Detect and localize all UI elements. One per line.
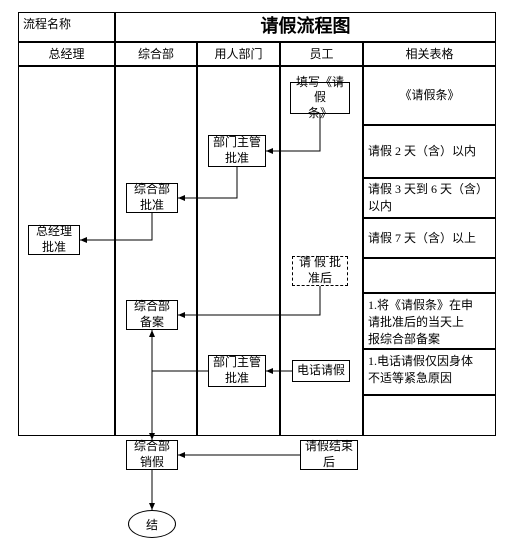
forms-row-7-text: 1.电话请假仅因身体 不适等紧急原因 bbox=[368, 354, 473, 385]
forms-row-1: 《请假条》 bbox=[363, 66, 496, 125]
node-end-text: 结 bbox=[146, 516, 158, 533]
forms-row-6-text: 1.将《请假条》在申 请批准后的当天上 报综合部备案 bbox=[368, 298, 473, 346]
lane-header-gendept: 综合部 bbox=[115, 42, 197, 66]
node-phone-leave-text: 电话请假 bbox=[297, 363, 345, 379]
forms-row-5 bbox=[363, 258, 496, 293]
node-gendept-approve-text: 综合部 批准 bbox=[134, 182, 170, 213]
node-gm-approve: 总经理 批准 bbox=[28, 225, 80, 255]
flowchart-container: 流程名称 请假流程图 总经理 综合部 用人部门 员工 相关表格 《请假条》 请假… bbox=[0, 0, 509, 546]
lane-header-employee-text: 员工 bbox=[309, 46, 333, 63]
node-dept-head-approve-text: 部门主管 批准 bbox=[213, 135, 261, 166]
lane-header-userdept-text: 用人部门 bbox=[214, 46, 262, 63]
lane-header-employee: 员工 bbox=[280, 42, 363, 66]
forms-row-4-text: 请假 7 天（含）以上 bbox=[368, 230, 476, 247]
lane-header-forms-text: 相关表格 bbox=[405, 46, 453, 63]
node-fill-form: 填写《请假 条》 bbox=[290, 82, 350, 114]
forms-row-1-text: 《请假条》 bbox=[399, 87, 459, 104]
node-gendept-cancel: 综合部 销假 bbox=[126, 440, 178, 470]
node-phone-leave: 电话请假 bbox=[292, 360, 350, 382]
title-text: 请假流程图 bbox=[261, 14, 351, 39]
forms-row-2: 请假 2 天（含）以内 bbox=[363, 125, 496, 178]
node-gendept-record-text: 综合部 备案 bbox=[134, 299, 170, 330]
title-label-cell: 流程名称 bbox=[18, 12, 115, 42]
node-after-leave-end-text: 请假结束 后 bbox=[305, 439, 353, 470]
forms-row-2-text: 请假 2 天（含）以内 bbox=[368, 143, 476, 160]
node-after-approve: 请 假 批 准后 bbox=[292, 256, 348, 286]
forms-row-6: 1.将《请假条》在申 请批准后的当天上 报综合部备案 bbox=[363, 293, 496, 349]
title-cell: 请假流程图 bbox=[115, 12, 496, 42]
title-label: 流程名称 bbox=[23, 17, 71, 31]
forms-row-3-text: 请假 3 天到 6 天（含） 以内 bbox=[368, 181, 488, 215]
forms-row-7: 1.电话请假仅因身体 不适等紧急原因 bbox=[363, 349, 496, 395]
node-gendept-record: 综合部 备案 bbox=[126, 300, 178, 330]
lane-body-gendept bbox=[115, 66, 197, 436]
node-fill-form-text: 填写《请假 条》 bbox=[293, 75, 347, 122]
forms-row-3: 请假 3 天到 6 天（含） 以内 bbox=[363, 178, 496, 218]
lane-header-userdept: 用人部门 bbox=[197, 42, 280, 66]
node-dept-head-approve2: 部门主管 批准 bbox=[208, 355, 266, 387]
node-after-approve-text: 请 假 批 准后 bbox=[299, 255, 341, 286]
forms-row-8 bbox=[363, 395, 496, 436]
node-end: 结 bbox=[128, 510, 176, 538]
forms-row-4: 请假 7 天（含）以上 bbox=[363, 218, 496, 258]
lane-header-gm-text: 总经理 bbox=[48, 46, 84, 63]
node-dept-head-approve2-text: 部门主管 批准 bbox=[213, 355, 261, 386]
node-gm-approve-text: 总经理 批准 bbox=[36, 224, 72, 255]
lane-header-forms: 相关表格 bbox=[363, 42, 496, 66]
node-gendept-approve: 综合部 批准 bbox=[126, 183, 178, 213]
node-dept-head-approve: 部门主管 批准 bbox=[208, 135, 266, 167]
node-gendept-cancel-text: 综合部 销假 bbox=[134, 439, 170, 470]
lane-header-gm: 总经理 bbox=[18, 42, 115, 66]
lane-header-gendept-text: 综合部 bbox=[138, 46, 174, 63]
node-after-leave-end: 请假结束 后 bbox=[300, 440, 358, 470]
